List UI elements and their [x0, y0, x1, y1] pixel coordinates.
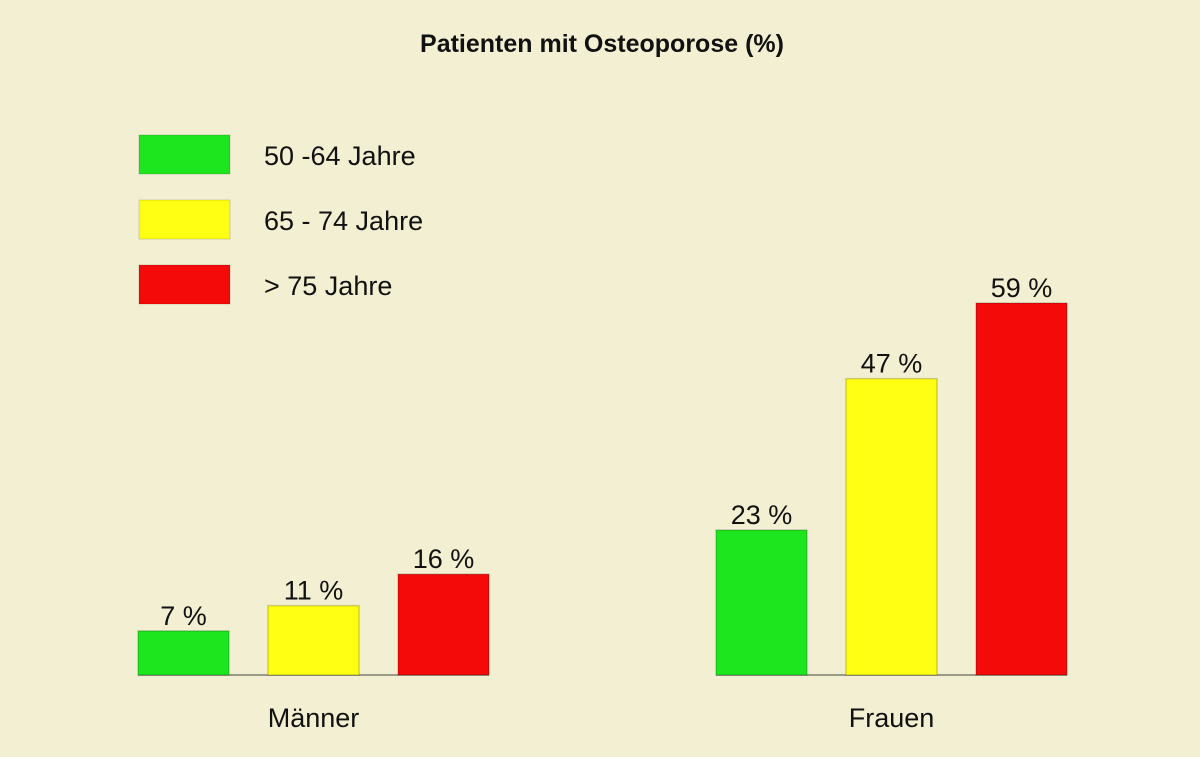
bar — [137, 630, 230, 676]
data-label: 16 % — [413, 544, 475, 574]
data-label: 7 % — [160, 601, 207, 631]
chart-title: Patienten mit Osteoporose (%) — [420, 30, 784, 58]
legend-swatch — [138, 264, 231, 305]
bar — [267, 604, 360, 676]
bar — [715, 529, 808, 676]
bar — [397, 573, 490, 676]
data-label: 59 % — [991, 273, 1053, 303]
legend-label: 65 - 74 Jahre — [264, 206, 423, 236]
legend-swatch — [138, 199, 231, 240]
data-label: 11 % — [284, 576, 344, 606]
data-label: 47 % — [861, 349, 923, 379]
category-label: Männer — [268, 703, 360, 733]
legend: 50 -64 Jahre 65 - 74 Jahre > 75 Jahre — [138, 134, 423, 305]
bars: 7 % 11 % 16 % Männer 23 % 47 % 59 % Frauen — [137, 273, 1068, 733]
legend-label: > 75 Jahre — [264, 271, 392, 301]
category-label: Frauen — [849, 703, 935, 733]
legend-swatch — [138, 134, 231, 175]
bar — [975, 302, 1068, 676]
bar — [845, 377, 938, 676]
legend-label: 50 -64 Jahre — [264, 141, 416, 171]
data-label: 23 % — [731, 500, 793, 530]
